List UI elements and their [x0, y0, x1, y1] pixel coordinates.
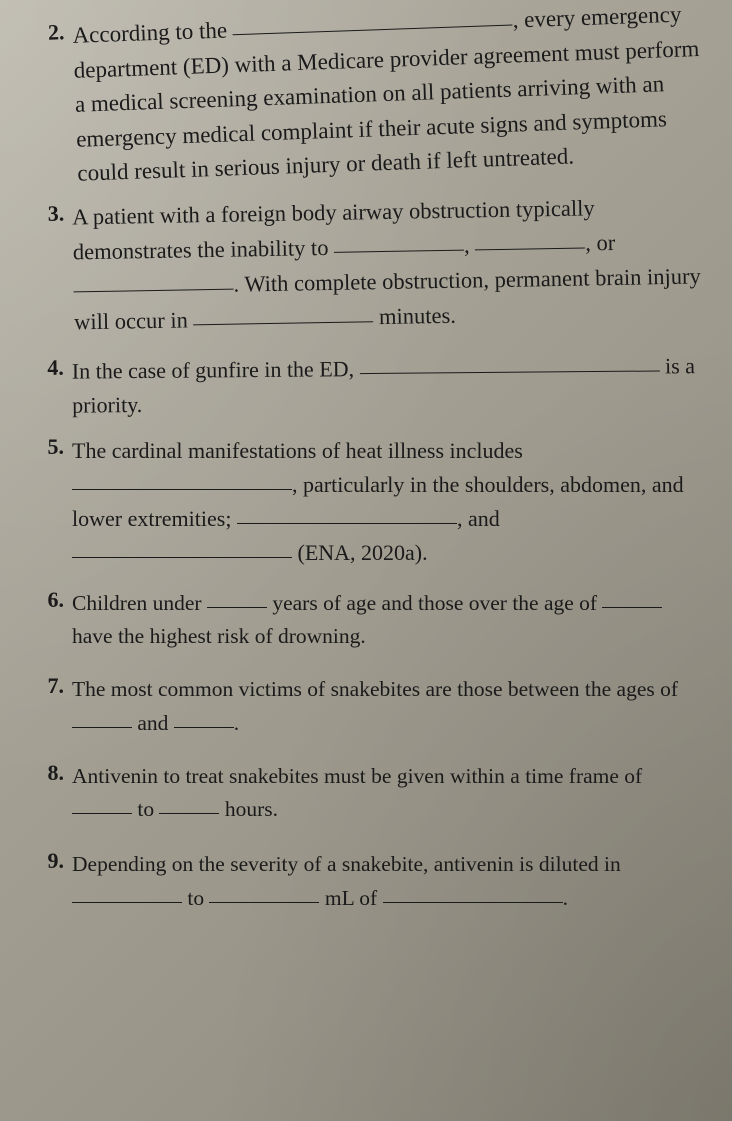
text-fragment: hours.	[219, 797, 278, 821]
fill-in-blank	[193, 299, 373, 325]
fill-in-blank	[359, 349, 659, 374]
text-fragment: ,	[464, 232, 476, 257]
fill-in-blank	[159, 793, 219, 815]
text-fragment: .	[234, 711, 239, 735]
text-fragment: According to the	[72, 17, 233, 48]
text-fragment: minutes.	[373, 302, 456, 328]
text-fragment: The cardinal manifestations of heat illn…	[72, 438, 523, 463]
fill-in-blank	[602, 586, 662, 608]
text-fragment: , and	[457, 506, 500, 531]
question-text: According to the , every emergency depar…	[72, 0, 708, 191]
text-fragment: Depending on the severity of a snakebite…	[72, 852, 621, 876]
fill-in-blank	[72, 793, 132, 815]
text-fragment: In the case of gunfire in the ED,	[72, 356, 360, 384]
question-number: 6.	[40, 587, 72, 654]
text-fragment: and	[132, 711, 174, 735]
question-8: 8. Antivenin to treat snakebites must be…	[40, 760, 702, 827]
question-text: The most common victims of snakebites ar…	[72, 673, 702, 740]
question-9: 9. Depending on the severity of a snakeb…	[40, 848, 702, 915]
question-number: 7.	[40, 673, 72, 740]
question-text: Antivenin to treat snakebites must be gi…	[72, 760, 702, 827]
fill-in-blank	[73, 266, 233, 291]
fill-in-blank	[237, 502, 457, 524]
text-fragment: Children under	[72, 591, 207, 615]
fill-in-blank	[72, 706, 132, 728]
text-fragment: years of age and those over the age of	[267, 591, 603, 615]
question-4: 4. In the case of gunfire in the ED, is …	[40, 349, 703, 423]
fill-in-blank	[209, 881, 319, 903]
question-text: A patient with a foreign body airway obs…	[72, 189, 704, 339]
text-fragment: .	[563, 886, 568, 910]
question-3: 3. A patient with a foreign body airway …	[40, 189, 704, 340]
question-number: 8.	[40, 760, 72, 827]
text-fragment: The most common victims of snakebites ar…	[72, 677, 678, 701]
fill-in-blank	[174, 706, 234, 728]
text-fragment: (ENA, 2020a).	[292, 540, 428, 565]
question-number: 5.	[40, 434, 72, 570]
fill-in-blank	[207, 586, 267, 608]
question-6: 6. Children under years of age and those…	[40, 587, 702, 654]
text-fragment: , or	[585, 229, 615, 255]
question-number: 9.	[40, 848, 72, 915]
question-text: Depending on the severity of a snakebite…	[72, 848, 702, 915]
text-fragment: have the highest risk of drowning.	[72, 624, 366, 648]
question-2: 2. According to the , every emergency de…	[40, 0, 708, 192]
text-fragment: to	[132, 797, 159, 821]
text-fragment: Antivenin to treat snakebites must be gi…	[72, 764, 642, 788]
question-text: Children under years of age and those ov…	[72, 587, 702, 654]
fill-in-blank	[475, 225, 585, 249]
text-fragment: to	[182, 886, 209, 910]
question-text: In the case of gunfire in the ED, is a p…	[72, 349, 703, 423]
question-7: 7. The most common victims of snakebites…	[40, 673, 702, 740]
question-number: 4.	[40, 355, 73, 423]
fill-in-blank	[72, 881, 182, 903]
question-5: 5. The cardinal manifestations of heat i…	[40, 434, 702, 570]
fill-in-blank	[72, 468, 292, 490]
question-number: 3.	[40, 200, 74, 340]
fill-in-blank	[72, 536, 292, 558]
fill-in-blank	[334, 227, 464, 252]
fill-in-blank	[383, 881, 563, 903]
fill-in-blank	[232, 3, 513, 36]
text-fragment: mL of	[319, 886, 382, 910]
question-text: The cardinal manifestations of heat illn…	[72, 434, 702, 570]
